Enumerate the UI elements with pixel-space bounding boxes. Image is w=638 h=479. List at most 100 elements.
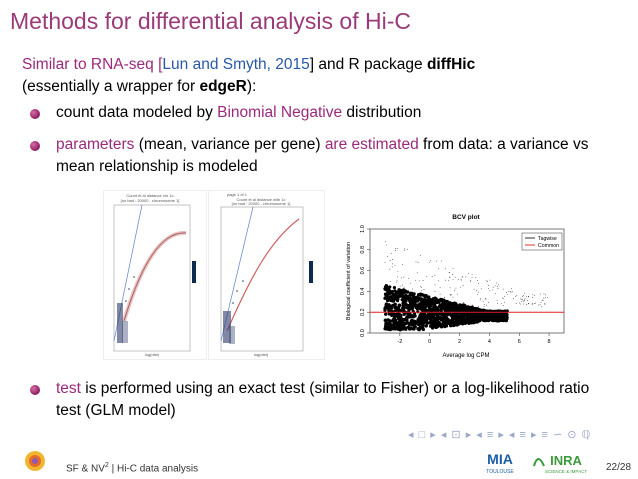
tagwise-point — [385, 284, 389, 289]
tagwise-point — [435, 301, 439, 305]
tagwise-point — [531, 302, 533, 304]
tagwise-point — [405, 288, 406, 290]
tagwise-point — [450, 317, 455, 321]
tagwise-point — [523, 300, 524, 302]
tagwise-point — [399, 285, 401, 287]
tagwise-point — [496, 300, 498, 301]
tagwise-point — [444, 268, 446, 270]
tagwise-point — [384, 306, 388, 310]
tagwise-point — [402, 264, 404, 266]
tagwise-point — [395, 250, 396, 251]
tagwise-point — [454, 313, 459, 317]
y-tick-label: 0.0 — [360, 329, 366, 337]
y-tick-label: 0.4 — [360, 288, 366, 296]
beamer-navigation[interactable]: ◂ □ ▸ ◂ ⊡ ▸ ◂ ≡ ▸ ◂ ≡ ▸ ≡ ∽ ⊙ ℚ — [408, 429, 592, 441]
tagwise-point — [469, 281, 471, 283]
tagwise-point — [461, 279, 463, 281]
tagwise-point — [516, 295, 518, 297]
tagwise-point — [423, 289, 425, 290]
tagwise-point — [460, 279, 462, 281]
bullet-highlight: parameters — [56, 136, 135, 153]
tagwise-point — [478, 308, 482, 312]
tagwise-point — [392, 314, 396, 318]
tagwise-point — [429, 318, 433, 322]
bullet-text: from data: a variance vs mean relationsh… — [56, 136, 589, 175]
tagwise-point — [402, 301, 404, 302]
tagwise-point — [396, 281, 398, 283]
tagwise-point — [413, 321, 417, 325]
bullet-text: is performed using an exact test (simila… — [56, 380, 590, 419]
tagwise-point — [419, 293, 423, 297]
lead-text-4: ): — [246, 78, 257, 95]
tagwise-point — [447, 305, 448, 307]
tagwise-point — [405, 320, 409, 324]
tagwise-point — [465, 305, 467, 307]
tagwise-point — [384, 241, 386, 243]
tagwise-point — [440, 316, 444, 321]
tagwise-point — [413, 298, 417, 303]
tagwise-point — [410, 306, 412, 308]
tagwise-point — [431, 323, 435, 328]
tagwise-point — [506, 294, 508, 295]
tagwise-point — [478, 291, 480, 293]
tagwise-point — [393, 309, 397, 313]
x-tick-label: 0 — [428, 339, 431, 345]
legend-tagwise: Tagwise — [538, 236, 557, 242]
bcv-plot-frame — [369, 228, 565, 334]
tagwise-point — [472, 304, 473, 306]
tagwise-point — [392, 321, 396, 326]
tagwise-point — [393, 295, 397, 300]
tagwise-point — [445, 313, 449, 317]
tagwise-point — [389, 281, 391, 282]
tagwise-point — [429, 296, 430, 297]
tagwise-point — [444, 305, 448, 309]
tagwise-point — [535, 302, 536, 304]
inra-logo-icon: INRA SCIENCE & IMPACT — [533, 453, 587, 474]
tagwise-point — [422, 280, 424, 281]
tagwise-point — [438, 280, 439, 282]
tagwise-point — [462, 304, 464, 306]
tagwise-point — [389, 306, 394, 310]
svg-text:MIA: MIA — [487, 451, 513, 467]
tagwise-point — [400, 293, 404, 298]
tagwise-point — [454, 289, 456, 291]
tagwise-point — [461, 276, 463, 278]
tagwise-point — [411, 301, 413, 303]
bcv-plot-svg: BCV plot -2 0 2 4 6 8 0.0 0.2 0.4 0.6 0.8 1.0 Aver… — [346, 214, 565, 359]
tagwise-point — [396, 297, 400, 301]
tagwise-point — [526, 303, 528, 305]
tagwise-point — [425, 318, 429, 322]
tagwise-point — [478, 283, 479, 284]
tagwise-point — [391, 301, 392, 303]
tagwise-point — [539, 293, 541, 295]
tagwise-point — [523, 295, 524, 297]
tagwise-point — [452, 304, 456, 308]
tagwise-point — [425, 300, 429, 304]
tagwise-point — [492, 286, 494, 288]
tagwise-point — [503, 304, 505, 306]
tagwise-point — [398, 288, 403, 292]
tagwise-point — [451, 274, 453, 275]
package-name: diffHic — [426, 56, 476, 73]
bullet-dot — [30, 141, 40, 151]
footer: SF & NV2 | Hi-C data analysis MIA TOULOU… — [0, 446, 638, 479]
tagwise-point — [389, 297, 391, 298]
tagwise-point — [384, 294, 388, 298]
tagwise-point — [486, 315, 490, 320]
tagwise-point — [396, 307, 401, 311]
tagwise-point — [385, 297, 387, 299]
figure-xlabel: log(dist) — [145, 352, 160, 357]
tagwise-point — [505, 316, 509, 320]
bullet-dot — [30, 109, 40, 119]
tagwise-point — [387, 255, 388, 257]
figure-distance-plot-1: Count et al distance chr 1c [no bad : 20… — [103, 190, 207, 360]
tagwise-point — [417, 262, 419, 263]
tagwise-point — [422, 293, 424, 294]
tagwise-point — [462, 276, 464, 278]
tagwise-point — [494, 285, 496, 287]
tagwise-point — [452, 268, 454, 270]
citation-link[interactable]: Lun and Smyth, 2015 — [162, 56, 310, 73]
tagwise-point — [495, 282, 497, 284]
tagwise-point — [418, 320, 422, 324]
footer-text: SF & NV2 | Hi-C data analysis — [66, 462, 198, 474]
